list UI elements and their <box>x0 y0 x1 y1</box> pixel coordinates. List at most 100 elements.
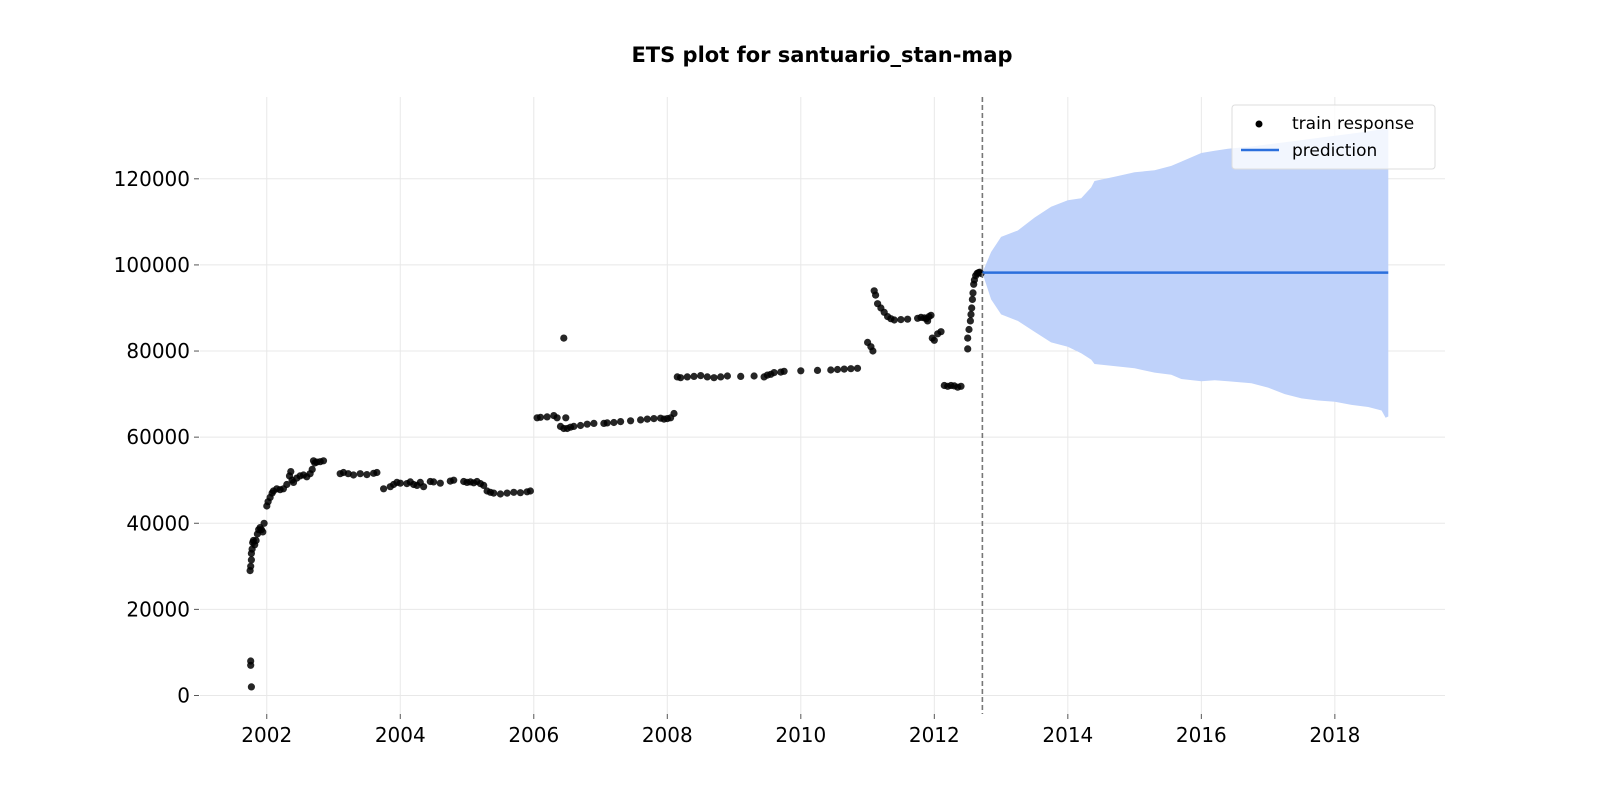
train-points-layer <box>246 268 985 691</box>
train-point <box>710 374 718 382</box>
train-point <box>490 489 498 497</box>
train-point <box>610 418 618 427</box>
train-point <box>553 414 561 422</box>
y-tick-label: 80000 <box>126 339 190 363</box>
y-tick-label: 40000 <box>126 511 190 535</box>
train-point <box>937 328 945 336</box>
train-point <box>968 295 977 303</box>
train-point <box>436 479 444 487</box>
train-point <box>969 289 977 297</box>
train-point <box>603 419 611 427</box>
train-point <box>967 310 975 318</box>
train-point <box>964 334 972 342</box>
train-point <box>496 490 504 498</box>
train-point <box>319 457 328 465</box>
train-point <box>840 365 848 373</box>
train-point <box>373 468 381 477</box>
train-point <box>562 414 570 422</box>
train-point <box>770 369 778 377</box>
train-point <box>543 413 551 421</box>
train-point <box>536 413 545 421</box>
train-point <box>737 372 745 380</box>
train-point <box>247 556 255 564</box>
y-tick-label: 120000 <box>114 167 190 191</box>
train-point <box>247 657 255 665</box>
train-point <box>252 536 260 545</box>
train-point <box>697 372 705 380</box>
x-tick-label: 2006 <box>508 723 559 747</box>
train-point <box>503 489 511 497</box>
train-point <box>510 488 518 496</box>
train-point <box>396 479 404 487</box>
train-point <box>670 409 678 418</box>
train-point <box>283 480 291 489</box>
y-tick-label: 20000 <box>126 597 190 621</box>
train-point <box>430 478 438 486</box>
train-point <box>897 316 905 324</box>
train-point <box>968 304 976 312</box>
x-tick-label: 2016 <box>1176 723 1227 747</box>
x-tick-label: 2012 <box>909 723 960 747</box>
legend-box <box>1231 104 1436 170</box>
train-point <box>247 683 255 691</box>
train-point <box>750 372 758 380</box>
train-point <box>957 382 965 390</box>
x-tick-label: 2018 <box>1309 723 1360 747</box>
train-point <box>677 374 685 382</box>
train-point <box>872 291 880 299</box>
train-point <box>287 468 295 476</box>
train-point <box>590 419 598 427</box>
train-point <box>904 315 912 323</box>
legend-train-marker <box>1255 120 1263 128</box>
train-point <box>516 489 525 497</box>
x-tick-label: 2008 <box>642 723 693 747</box>
train-point <box>965 325 973 334</box>
legend: train response prediction <box>1231 104 1436 170</box>
train-point <box>583 420 591 428</box>
legend-train-label: train response <box>1292 114 1414 134</box>
y-axis: 0 20000 40000 60000 80000 100000 120000 <box>114 167 199 707</box>
train-point <box>869 347 877 355</box>
train-point <box>964 345 972 353</box>
train-point <box>450 476 458 484</box>
x-tick-label: 2002 <box>241 723 292 747</box>
x-tick-label: 2004 <box>375 723 426 747</box>
train-point <box>560 334 568 342</box>
train-point <box>927 311 935 319</box>
train-point <box>570 422 578 430</box>
train-point <box>643 415 651 423</box>
train-point <box>627 417 635 425</box>
train-point <box>637 416 645 424</box>
train-point <box>576 421 585 430</box>
x-tick-label: 2014 <box>1042 723 1093 747</box>
train-point <box>797 367 805 375</box>
train-point <box>690 372 698 380</box>
train-point <box>813 366 822 374</box>
train-point <box>847 365 855 373</box>
train-point <box>703 373 711 381</box>
train-point <box>526 487 535 495</box>
train-point <box>650 415 658 423</box>
train-point <box>349 471 358 479</box>
train-point <box>420 483 428 491</box>
y-tick-label: 100000 <box>114 253 190 277</box>
y-tick-label: 0 <box>177 683 190 707</box>
train-point <box>853 364 862 372</box>
train-point <box>380 485 388 493</box>
chart-title: ETS plot for santuario_stan-map <box>631 43 1012 67</box>
x-axis: 2002 2004 2006 2008 2010 2012 2014 2016 2018 <box>241 714 1360 747</box>
train-point <box>723 372 732 380</box>
train-point <box>827 366 835 374</box>
train-point <box>930 336 938 344</box>
train-point <box>363 471 371 479</box>
train-point <box>966 317 975 325</box>
train-point <box>617 418 625 426</box>
train-point <box>717 373 725 381</box>
train-point <box>833 365 842 374</box>
y-tick-label: 60000 <box>126 425 190 449</box>
train-point <box>260 519 268 527</box>
legend-prediction-label: prediction <box>1292 141 1377 161</box>
train-point <box>356 470 364 478</box>
train-point <box>480 481 488 489</box>
